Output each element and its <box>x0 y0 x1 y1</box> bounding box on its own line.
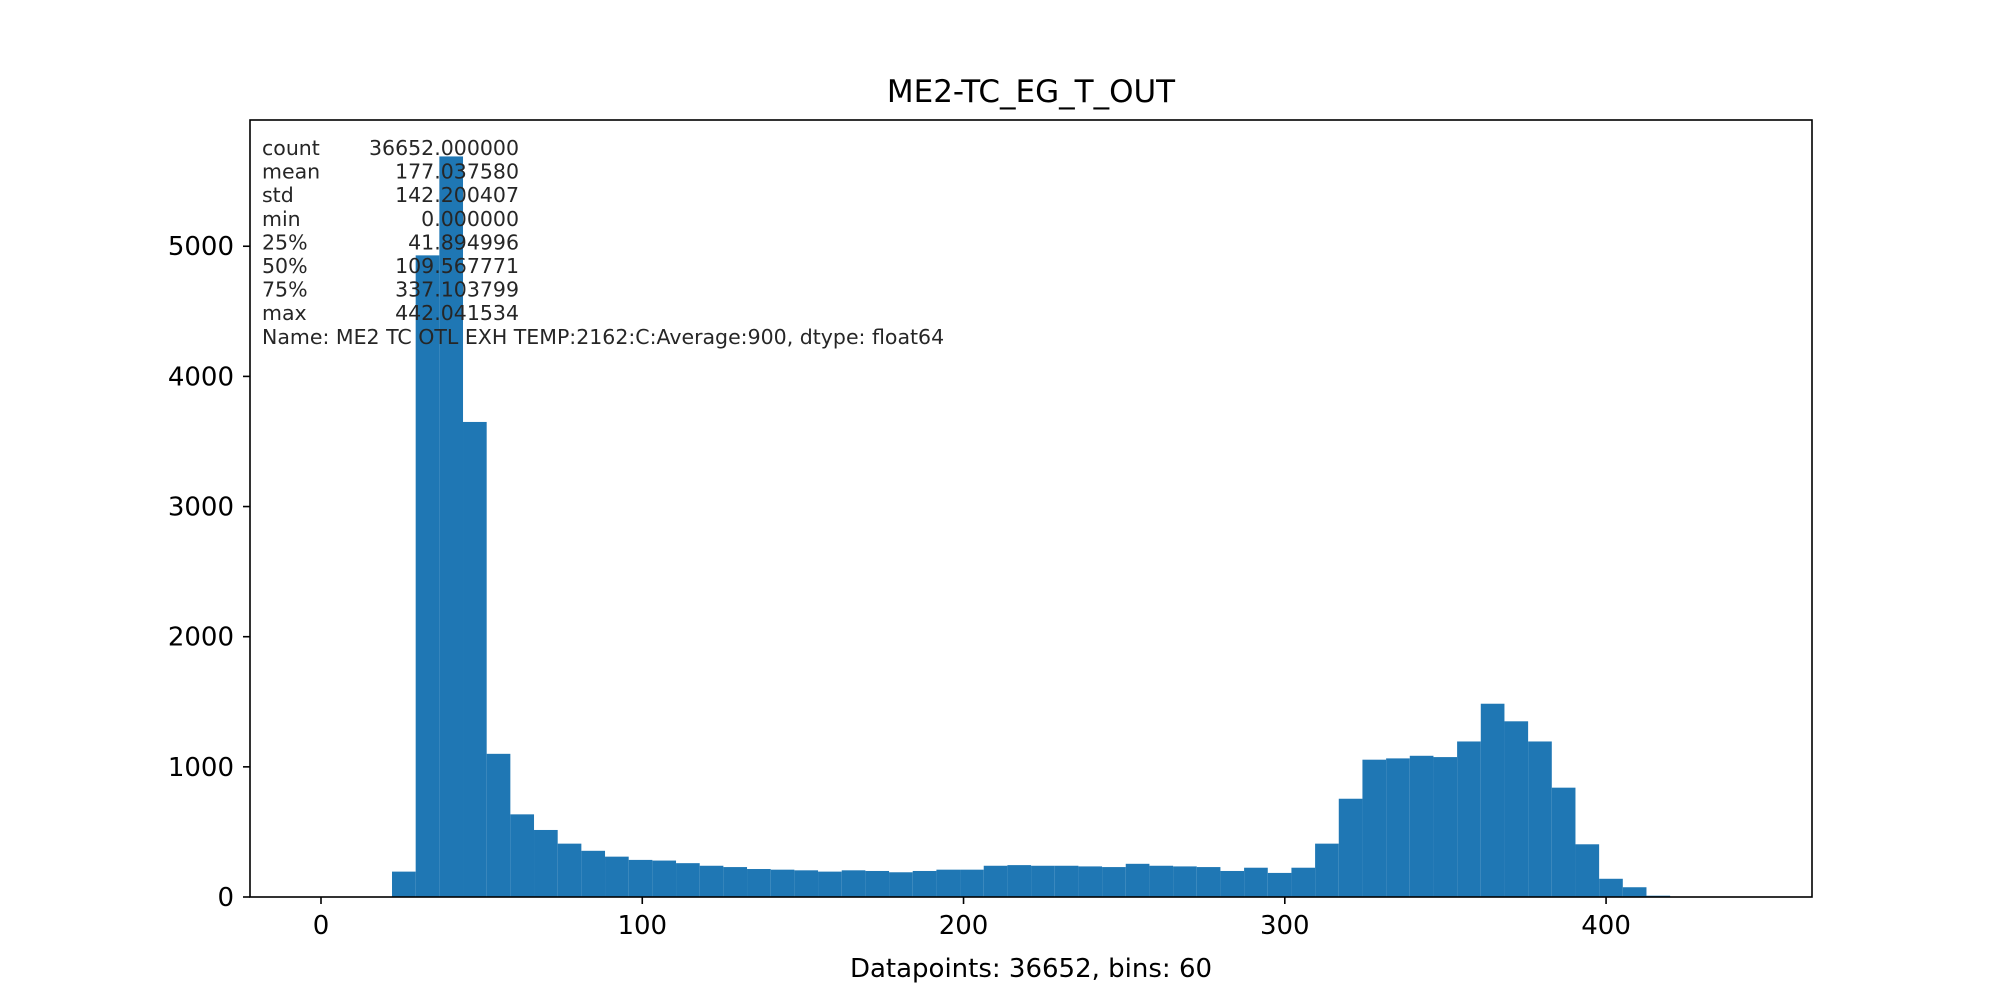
stats-label: max <box>262 301 307 325</box>
histogram-bar <box>1125 863 1150 897</box>
histogram-bar <box>1457 741 1481 897</box>
histogram-bar <box>1007 865 1032 897</box>
histogram-bar <box>983 865 1008 897</box>
histogram-bar <box>1267 872 1292 897</box>
stats-label: 50% <box>262 254 308 278</box>
x-tick-label: 100 <box>617 911 667 941</box>
x-tick-label: 400 <box>1581 911 1631 941</box>
histogram-bar <box>1031 865 1055 897</box>
stats-label: 25% <box>262 230 308 254</box>
histogram-bar <box>1575 844 1600 897</box>
plot-frame <box>249 119 1813 898</box>
histogram-bar <box>581 850 606 897</box>
histogram-bar <box>818 871 842 897</box>
histogram-bar <box>723 867 748 897</box>
histogram-bar <box>1480 703 1505 897</box>
chart-title: ME2-TC_EG_T_OUT <box>887 74 1176 110</box>
histogram-bar <box>1173 866 1197 897</box>
stats-label: count <box>262 136 320 160</box>
y-tick-label: 3000 <box>168 493 234 523</box>
histogram-bar <box>676 863 700 897</box>
histogram-bar <box>486 753 511 897</box>
histogram-bar <box>557 843 582 897</box>
histogram-bar <box>1244 867 1268 897</box>
bars-group <box>392 156 1671 898</box>
histogram-bar <box>747 869 771 897</box>
histogram-bar <box>865 870 890 897</box>
histogram-bar <box>1362 759 1387 897</box>
x-tick-label: 300 <box>1260 911 1310 941</box>
x-axis-label: Datapoints: 36652, bins: 60 <box>850 954 1212 984</box>
y-tick-label: 0 <box>217 883 234 913</box>
histogram-bar <box>936 869 961 897</box>
histogram-bar <box>1220 870 1245 897</box>
y-tick-label: 2000 <box>168 623 234 653</box>
stats-box: count 36652.000000 mean 177.037580 std 142.20… <box>262 136 944 349</box>
histogram-bar <box>1338 798 1363 897</box>
histogram-bar <box>1528 741 1552 897</box>
histogram-bar <box>1433 757 1458 897</box>
stats-value: 36652.000000 <box>369 136 519 160</box>
x-tick-label: 0 <box>313 911 330 941</box>
histogram-bar <box>1102 867 1126 897</box>
histogram-bar <box>1504 721 1529 897</box>
stats-label: min <box>262 207 301 231</box>
stats-label: mean <box>262 160 320 184</box>
stats-value: 0.000000 <box>421 207 519 231</box>
histogram-bar <box>841 870 866 897</box>
histogram-bar <box>1291 867 1316 897</box>
histogram-bar <box>912 870 937 897</box>
histogram-bar <box>652 860 677 897</box>
histogram-bar <box>534 829 558 897</box>
y-tick-label: 4000 <box>168 362 234 392</box>
stats-value: 442.041534 <box>395 301 519 325</box>
histogram-bar <box>628 859 653 897</box>
y-tick-label: 5000 <box>168 232 234 262</box>
stats-value: 109.567771 <box>395 254 519 278</box>
stats-value: 41.894996 <box>408 230 519 254</box>
stats-label: std <box>262 183 294 207</box>
histogram-bar <box>1551 787 1576 897</box>
histogram-bar <box>1054 865 1079 897</box>
histogram-bar <box>794 870 819 897</box>
stats-value: 177.037580 <box>395 160 519 184</box>
histogram-bar <box>1599 878 1623 897</box>
histogram-bar <box>1622 887 1647 897</box>
histogram-bar <box>1149 865 1174 897</box>
histogram-bar <box>1315 843 1339 897</box>
stats-footer: Name: ME2 TC OTL EXH TEMP:2162:C:Average… <box>262 325 944 349</box>
y-tick-label: 1000 <box>168 753 234 783</box>
histogram-bar <box>1078 866 1103 897</box>
histogram-bar <box>699 865 724 897</box>
histogram-bar <box>392 871 416 897</box>
histogram-bar <box>415 255 440 898</box>
y-axis: 0 1000 2000 3000 4000 5000 <box>168 232 250 913</box>
histogram-bar <box>889 872 913 897</box>
histogram-bar <box>463 421 487 897</box>
x-tick-label: 200 <box>939 911 989 941</box>
stats-value: 337.103799 <box>395 278 519 302</box>
histogram-bar <box>1386 758 1410 897</box>
histogram-bar <box>1409 755 1434 897</box>
histogram-bar <box>1196 867 1221 897</box>
histogram-bar <box>960 869 984 897</box>
stats-label: 75% <box>262 278 308 302</box>
histogram-bar <box>510 814 535 897</box>
histogram-bar <box>439 156 464 897</box>
histogram-bar <box>605 856 629 897</box>
histogram-bar <box>770 869 795 897</box>
x-axis: 0 100 200 300 400 <box>313 897 1631 941</box>
stats-value: 142.200407 <box>395 183 519 207</box>
